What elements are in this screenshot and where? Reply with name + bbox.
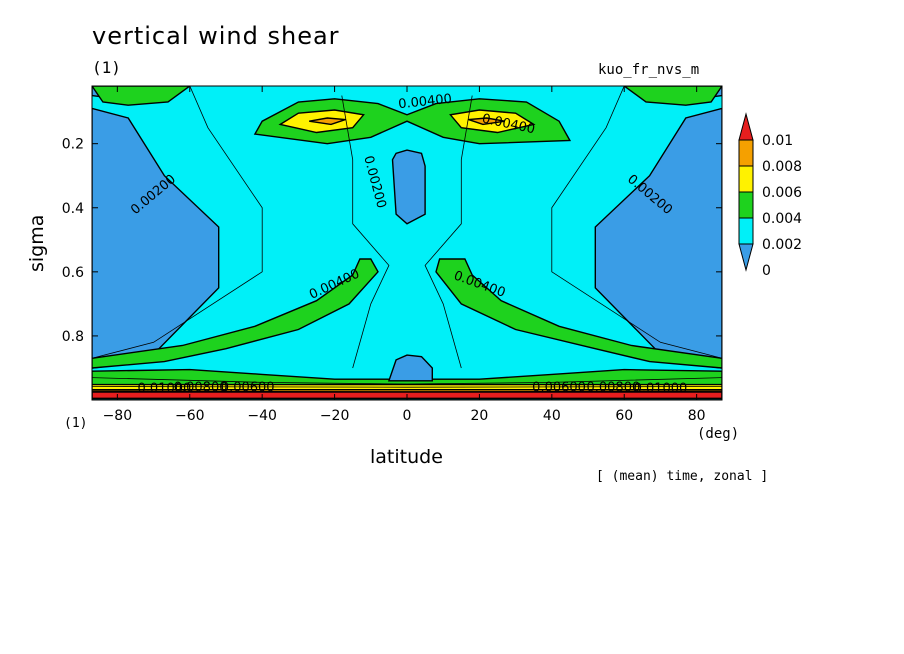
contour-region xyxy=(435,258,722,369)
contour-line xyxy=(92,86,263,359)
contour-label: 0.00800 xyxy=(586,380,640,395)
contour-line xyxy=(341,95,390,369)
colorbar-swatch xyxy=(738,165,754,193)
contour-region xyxy=(468,117,505,126)
y-tick-label: 0.6 xyxy=(62,265,84,281)
contour-line xyxy=(92,377,722,385)
colorbar-swatch xyxy=(738,217,754,245)
contour-region xyxy=(92,86,191,106)
unit-label-top: (1) xyxy=(92,58,121,77)
colorbar-swatch xyxy=(738,139,754,167)
y-axis-ticks: 0.2 0.4 0.6 0.8 xyxy=(62,137,722,345)
y-tick-label: 0.2 xyxy=(62,137,84,153)
colorbar-label: 0.006 xyxy=(762,185,802,201)
contour-lines xyxy=(92,86,722,393)
x-tick-label: −40 xyxy=(247,408,277,424)
contour-region xyxy=(309,117,346,126)
y-tick-label: 0.4 xyxy=(62,201,84,217)
x-tick-label: −60 xyxy=(175,408,205,424)
contour-label: 0.00600 xyxy=(532,380,586,395)
colorbar-label: 0.002 xyxy=(762,237,802,253)
contour-region xyxy=(92,258,379,369)
contour-line xyxy=(551,86,722,359)
x-tick-label: −80 xyxy=(103,408,133,424)
colorbar-min-arrow xyxy=(738,243,754,272)
unit-label-bottom: (1) xyxy=(64,416,88,431)
x-tick-label: 40 xyxy=(543,408,561,424)
contour-label: 0.00400 xyxy=(398,92,453,113)
x-tick-label: 0 xyxy=(403,408,412,424)
contour-label: 0.00800 xyxy=(174,380,228,395)
contour-region xyxy=(391,149,426,225)
x-tick-label: 20 xyxy=(470,408,488,424)
y-tick-label: 0.8 xyxy=(62,329,84,345)
contour-line xyxy=(92,386,722,388)
contour-line xyxy=(92,390,722,393)
contour-label: 0.01000 xyxy=(138,381,192,396)
x-axis-ticks: −80 −60 −40 −20 0 20 40 60 80 xyxy=(103,86,706,424)
contour-region xyxy=(623,86,722,106)
x-axis-label: latitude xyxy=(370,446,443,468)
contour-line xyxy=(424,95,473,369)
colorbar-legend: 0.01 0.008 0.006 0.004 0.002 0 xyxy=(738,112,802,279)
experiment-name: kuo_fr_nvs_m xyxy=(598,62,700,78)
x-axis-unit: (deg) xyxy=(697,426,740,442)
colorbar-label: 0.01 xyxy=(762,133,793,149)
x-tick-label: −20 xyxy=(320,408,350,424)
contour-label: 0.00600 xyxy=(221,380,275,395)
colorbar-swatch xyxy=(738,191,754,219)
contour-fills xyxy=(92,86,722,400)
contour-region xyxy=(387,354,433,382)
colorbar-label: 0 xyxy=(762,263,771,279)
x-tick-label: 60 xyxy=(615,408,633,424)
colorbar-label: 0.004 xyxy=(762,211,802,227)
chart-title: vertical wind shear xyxy=(92,22,340,50)
colorbar-label: 0.008 xyxy=(762,159,802,175)
contour-label: 0.01000 xyxy=(634,381,688,396)
averaging-note: [ (mean) time, zonal ] xyxy=(596,469,769,484)
colorbar-max-arrow xyxy=(738,112,754,141)
x-tick-label: 80 xyxy=(688,408,706,424)
